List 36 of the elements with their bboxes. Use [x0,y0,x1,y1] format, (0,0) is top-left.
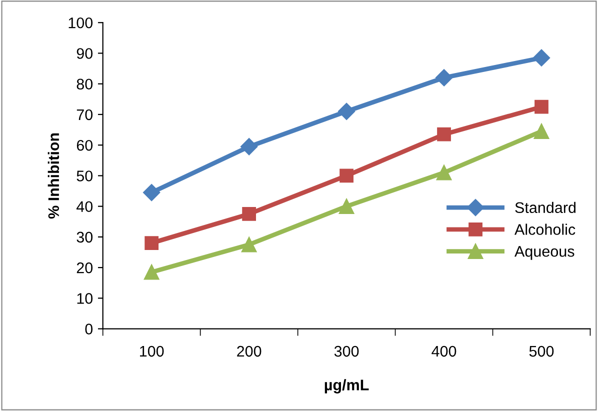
y-tick-label: 50 [76,170,93,182]
y-tick-label: 0 [85,324,93,334]
point [437,127,451,142]
point [143,184,160,202]
y-tick-label: 20 [76,262,93,274]
y-tick-label: 10 [77,293,93,304]
point [338,102,356,120]
y-axis-title: % Inhibition [48,133,60,219]
point [435,69,453,86]
point [534,124,550,139]
point [534,100,548,114]
x-tick-label: 100 [140,346,164,357]
x-tick-label: 500 [529,346,554,357]
point [338,198,354,214]
y-tick-label: 90 [76,48,93,59]
point [144,236,159,250]
point [242,207,256,221]
point [340,168,354,183]
point [240,138,258,156]
y-tick-label: 100 [68,17,93,28]
y-tick-label: 60 [76,140,93,151]
point [241,236,257,252]
point [532,49,550,66]
x-tick-label: 300 [334,346,359,357]
legend-label: Standard [515,202,576,214]
y-tick-label: 70 [76,109,93,120]
x-axis-title: µg/mL [324,379,369,394]
y-tick-label: 30 [76,232,93,243]
point [436,165,452,180]
point [144,264,160,280]
y-tick-label: 40 [76,201,93,212]
x-tick-label: 400 [432,346,456,357]
legend-label: Aqueous [514,246,574,260]
legend-label: Alcoholic [514,224,576,235]
x-tick-label: 200 [237,346,262,357]
y-tick-label: 80 [76,78,93,90]
